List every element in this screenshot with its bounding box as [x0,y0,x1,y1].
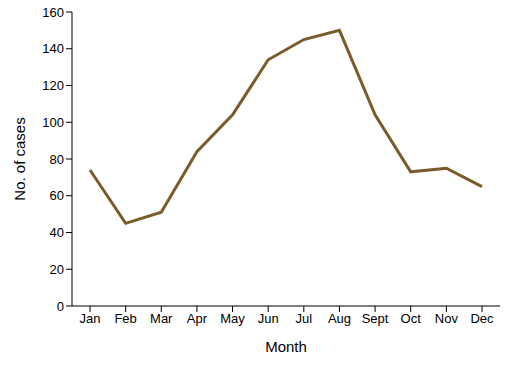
svg-text:Nov: Nov [435,311,459,326]
svg-text:Sept: Sept [362,311,389,326]
svg-text:20: 20 [50,262,64,277]
svg-text:Mar: Mar [150,311,173,326]
svg-text:40: 40 [50,225,64,240]
svg-text:Oct: Oct [401,311,422,326]
svg-text:Dec: Dec [470,311,494,326]
svg-text:60: 60 [50,188,64,203]
svg-text:Jul: Jul [296,311,313,326]
svg-text:140: 140 [42,41,64,56]
svg-text:Jun: Jun [258,311,279,326]
svg-text:160: 160 [42,5,64,20]
svg-text:Aug: Aug [328,311,351,326]
svg-text:80: 80 [50,152,64,167]
svg-text:Apr: Apr [187,311,208,326]
svg-text:Month: Month [265,338,307,355]
svg-text:Feb: Feb [114,311,136,326]
svg-text:May: May [220,311,245,326]
svg-text:120: 120 [42,78,64,93]
svg-text:100: 100 [42,115,64,130]
svg-text:0: 0 [57,299,64,314]
svg-text:Jan: Jan [80,311,101,326]
svg-text:No. of cases: No. of cases [11,117,28,200]
